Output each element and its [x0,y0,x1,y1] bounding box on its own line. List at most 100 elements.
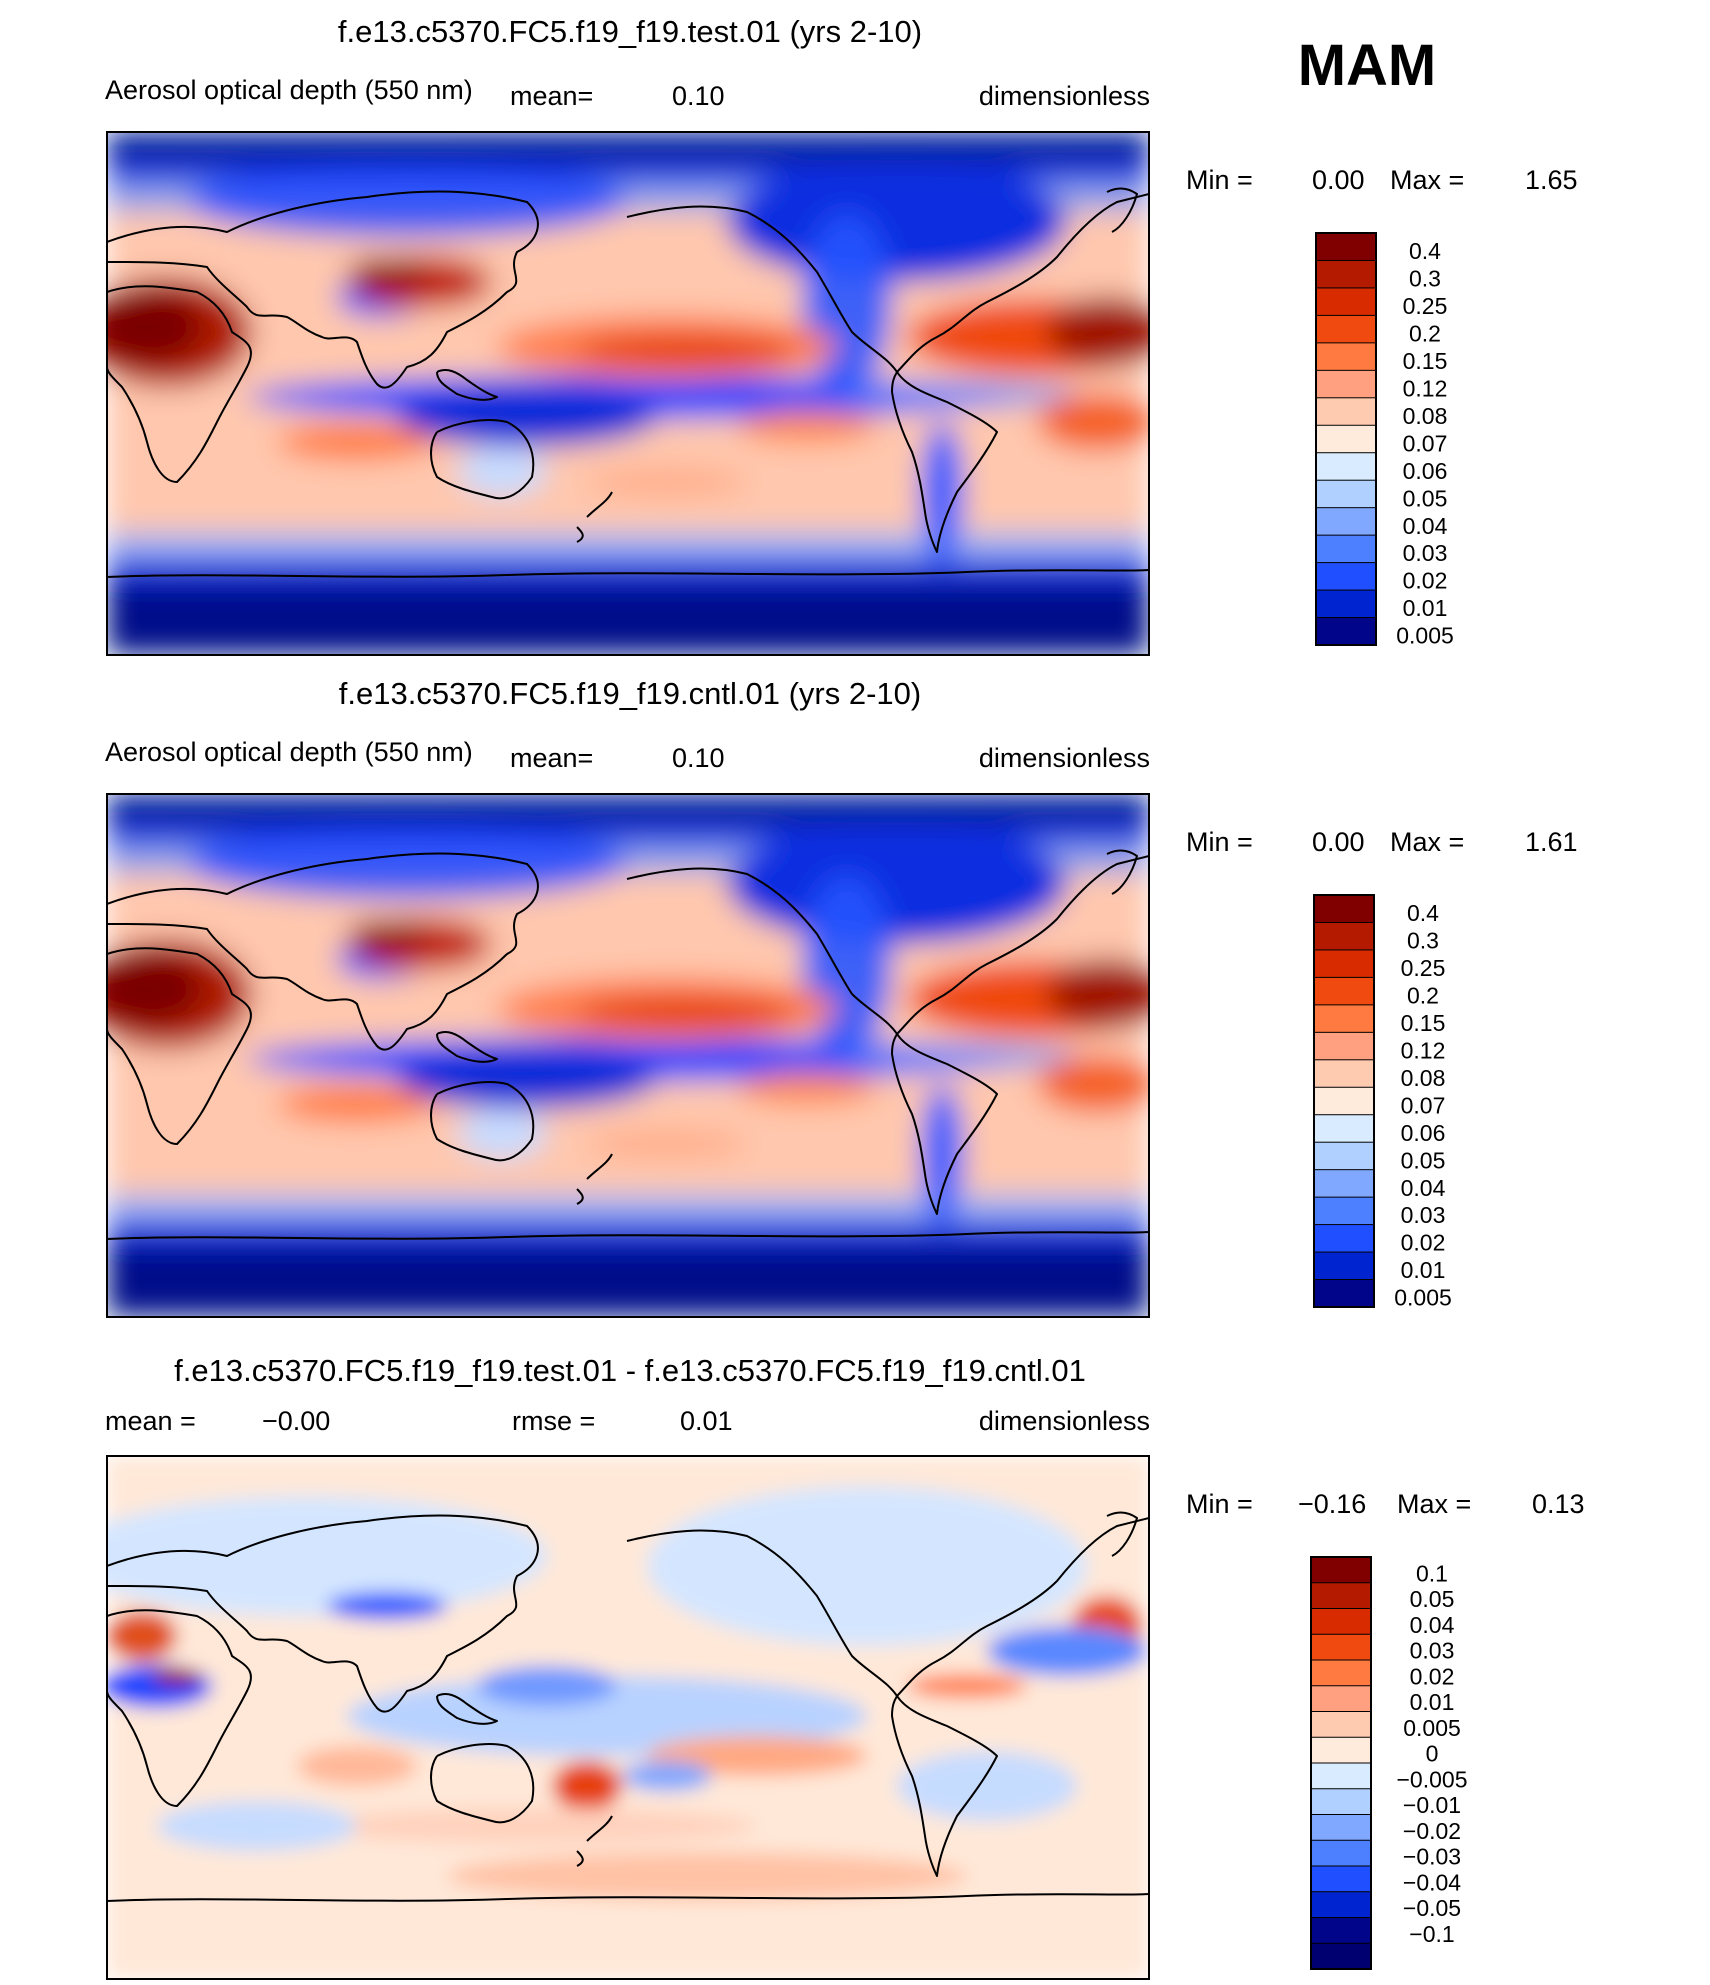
colorbar-tick-label: 0.07 [1401,1092,1446,1118]
colorbar-swatch [1310,1788,1372,1816]
colorbar-tick-label: 0 [1426,1741,1439,1767]
mean-value: 0.10 [672,81,725,111]
colorbar-tick-label: 0.05 [1401,1147,1446,1173]
colorbar-swatch [1310,1736,1372,1764]
mean-label: mean= [510,743,593,773]
colorbar-swatch [1310,1633,1372,1661]
colorbar-swatch [1310,1659,1372,1687]
rmse-value: 0.01 [680,1406,733,1436]
colorbar-tick-label: 0.3 [1409,266,1441,292]
colorbar-tick-label: 0.25 [1403,293,1448,319]
colorbar-tick-label: 0.08 [1401,1065,1446,1091]
colorbar-tick-label: 0.4 [1407,900,1439,926]
colorbar-swatch [1315,232,1377,262]
min-label: Min = [1186,165,1253,195]
max-label: Max = [1397,1489,1471,1519]
colorbar: 0.40.30.250.20.150.120.080.070.060.050.0… [1313,894,1452,1311]
colorbar-tick-label: 0.005 [1394,1285,1452,1311]
panel-title: f.e13.c5370.FC5.f19_f19.test.01 - f.e13.… [174,1353,1086,1388]
rmse-label: rmse = [512,1406,595,1436]
colorbar-tick-label: 0.3 [1407,928,1439,954]
variable-label: Aerosol optical depth (550 nm) [105,737,473,767]
colorbar-tick-label: 0.12 [1403,375,1448,401]
max-value: 1.61 [1525,827,1578,857]
colorbar-swatch [1313,1279,1375,1308]
colorbar-tick-label: 0.005 [1403,1715,1461,1741]
colorbar-swatch [1315,507,1377,537]
colorbar-tick-label: 0.15 [1403,348,1448,374]
colorbar-tick-label: −0.1 [1409,1921,1454,1947]
colorbar-tick-label: 0.02 [1401,1230,1446,1256]
colorbar-swatch [1315,397,1377,427]
colorbar-tick-label: 0.04 [1403,513,1448,539]
colorbar-swatch [1310,1582,1372,1610]
colorbar-tick-label: 0.12 [1401,1037,1446,1063]
min-label: Min = [1186,1489,1253,1519]
colorbar-tick-label: 0.07 [1403,430,1448,456]
units-label: dimensionless [979,1406,1150,1436]
colorbar-swatch [1310,1839,1372,1867]
colorbar: 0.40.30.250.20.150.120.080.070.060.050.0… [1315,232,1454,649]
colorbar-tick-label: 0.06 [1403,458,1448,484]
colorbar-swatch [1313,1059,1375,1089]
panel-title: f.e13.c5370.FC5.f19_f19.test.01 (yrs 2-1… [338,14,922,49]
colorbar-swatch [1310,1917,1372,1945]
max-value: 1.65 [1525,165,1578,195]
colorbar-tick-label: 0.2 [1407,982,1439,1008]
colorbar-tick-label: 0.03 [1401,1202,1446,1228]
colorbar-tick-label: 0.2 [1409,320,1441,346]
colorbar-tick-label: 0.15 [1401,1010,1446,1036]
colorbar-swatch [1315,342,1377,372]
colorbar-tick-label: 0.25 [1401,955,1446,981]
colorbar-swatch [1313,1196,1375,1226]
colorbar-swatch [1310,1865,1372,1893]
colorbar-swatch [1313,1086,1375,1116]
panel-test: f.e13.c5370.FC5.f19_f19.test.01 (yrs 2-1… [105,14,1578,656]
colorbar-tick-label: 0.03 [1410,1638,1455,1664]
map-frame [107,794,1149,1317]
colorbar-tick-label: 0.1 [1416,1560,1448,1586]
min-value: 0.00 [1312,165,1365,195]
mean-label: mean = [105,1406,196,1436]
colorbar-swatch [1315,287,1377,317]
colorbar-tick-label: 0.05 [1410,1586,1455,1612]
colorbar-swatch [1313,1169,1375,1199]
colorbar-swatch [1310,1711,1372,1739]
colorbar-swatch [1310,1556,1372,1584]
colorbar-swatch [1315,562,1377,592]
units-label: dimensionless [979,743,1150,773]
units-label: dimensionless [979,81,1150,111]
colorbar-tick-label: 0.04 [1410,1612,1455,1638]
colorbar: 0.10.050.040.030.020.010.0050−0.005−0.01… [1310,1556,1468,1970]
colorbar-swatch [1313,976,1375,1006]
mean-label: mean= [510,81,593,111]
colorbar-swatch [1313,1224,1375,1254]
colorbar-swatch [1313,949,1375,979]
colorbar-swatch [1313,1114,1375,1144]
colorbar-tick-label: −0.02 [1403,1818,1461,1844]
colorbar-tick-label: 0.02 [1403,568,1448,594]
colorbar-tick-label: 0.05 [1403,485,1448,511]
panel-title: f.e13.c5370.FC5.f19_f19.cntl.01 (yrs 2-1… [339,676,921,711]
colorbar-tick-label: 0.03 [1403,540,1448,566]
mean-value: −0.00 [262,1406,330,1436]
colorbar-swatch [1313,1031,1375,1061]
colorbar-swatch [1313,1251,1375,1281]
colorbar-swatch [1310,1891,1372,1919]
colorbar-tick-label: 0.08 [1403,403,1448,429]
colorbar-swatch [1313,894,1375,924]
colorbar-tick-label: −0.04 [1403,1869,1461,1895]
colorbar-swatch [1313,1141,1375,1171]
colorbar-tick-label: 0.01 [1410,1689,1455,1715]
panel-control: f.e13.c5370.FC5.f19_f19.cntl.01 (yrs 2-1… [105,676,1578,1318]
season-label: MAM [1298,33,1437,98]
colorbar-tick-label: 0.01 [1403,595,1448,621]
map-frame [107,1456,1149,1979]
map-frame [107,132,1149,655]
max-label: Max = [1390,827,1464,857]
colorbar-tick-label: −0.01 [1403,1792,1461,1818]
colorbar-swatch [1315,617,1377,646]
colorbar-tick-label: −0.03 [1403,1844,1461,1870]
colorbar-tick-label: −0.005 [1397,1766,1468,1792]
